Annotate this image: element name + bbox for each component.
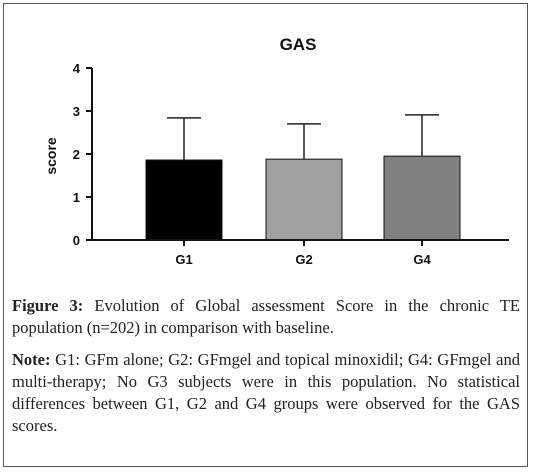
bar-G2 — [265, 158, 343, 241]
x-tick-label-G1: G1 — [175, 252, 192, 267]
note-text: G1: GFm alone; G2: GFmgel and topical mi… — [12, 350, 520, 435]
bar-chart: GAS score 0 1 2 3 4 G1 G2 G4 — [43, 35, 509, 267]
note-label: Note: — [12, 350, 51, 369]
x-tick-label-G4: G4 — [413, 252, 431, 267]
plot-layer: 0 1 2 3 4 G1 G2 G4 — [73, 61, 509, 267]
figure-caption: Figure 3: Evolution of Global assessment… — [12, 295, 520, 437]
y-tick-label-0: 0 — [73, 233, 80, 248]
caption-figure: Figure 3: Evolution of Global assessment… — [12, 295, 520, 339]
y-axis-label: score — [43, 137, 59, 175]
y-tick-label-1: 1 — [73, 190, 80, 205]
y-tick-label-4: 4 — [73, 61, 81, 76]
figure-text: Evolution of Global assessment Score in … — [12, 296, 521, 337]
caption-note: Note: G1: GFm alone; G2: GFmgel and topi… — [12, 349, 520, 437]
bar-G4 — [383, 155, 461, 241]
bar-G1 — [145, 159, 223, 241]
x-tick-label-G2: G2 — [295, 252, 312, 267]
chart-area: GAS score 0 1 2 3 4 G1 G2 G4 — [4, 4, 529, 284]
chart-title: GAS — [280, 35, 317, 54]
figure-label: Figure 3: — [12, 296, 84, 315]
figure-frame: GAS score 0 1 2 3 4 G1 G2 G4 Figure 3: Evolutio… — [3, 3, 528, 467]
y-tick-label-2: 2 — [73, 147, 80, 162]
y-tick-label-3: 3 — [73, 104, 80, 119]
